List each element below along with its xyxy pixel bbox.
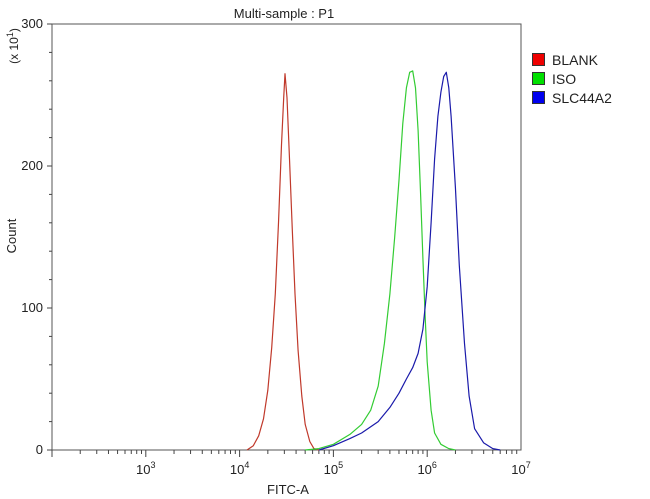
series-group [246, 70, 501, 451]
y-tick-label: 200 [21, 158, 43, 173]
legend-label-iso: ISO [552, 70, 577, 87]
y-axis-label: Count [4, 218, 19, 253]
chart-title: Multi-sample : P1 [234, 6, 334, 21]
legend-item-blank: BLANK [532, 50, 612, 69]
x-axis: 103 104 105 106 107 [51, 450, 531, 477]
legend-swatch-iso [532, 72, 545, 85]
y-axis-multiplier: (x 101) [5, 28, 21, 64]
y-multiplier-exp: 1 [5, 32, 15, 37]
y-tick-label: 300 [21, 16, 43, 31]
legend-label-blank: BLANK [552, 51, 598, 68]
plot-frame [51, 23, 522, 451]
x-tick-label: 106 [417, 460, 436, 477]
legend-swatch-blank [532, 53, 545, 66]
series-line-slc44a2 [318, 71, 501, 451]
legend-item-slc44a2: SLC44A2 [532, 88, 612, 107]
y-tick-label: 0 [36, 442, 43, 457]
x-tick-label: 104 [230, 460, 249, 477]
legend-label-slc44a2: SLC44A2 [552, 89, 612, 106]
y-tick-label: 100 [21, 300, 43, 315]
y-axis: 0 100 200 300 [21, 16, 52, 457]
plot-border [51, 23, 522, 451]
x-tick-label: 103 [136, 460, 155, 477]
x-axis-label: FITC-A [267, 482, 309, 497]
legend-swatch-slc44a2 [532, 91, 545, 104]
y-multiplier-base: (x 10 [7, 37, 21, 64]
legend-item-iso: ISO [532, 69, 612, 88]
x-tick-label: 105 [324, 460, 343, 477]
x-tick-label: 107 [511, 460, 530, 477]
series-line-iso [305, 70, 456, 451]
series-line-blank [246, 73, 320, 451]
legend: BLANK ISO SLC44A2 [532, 50, 612, 107]
